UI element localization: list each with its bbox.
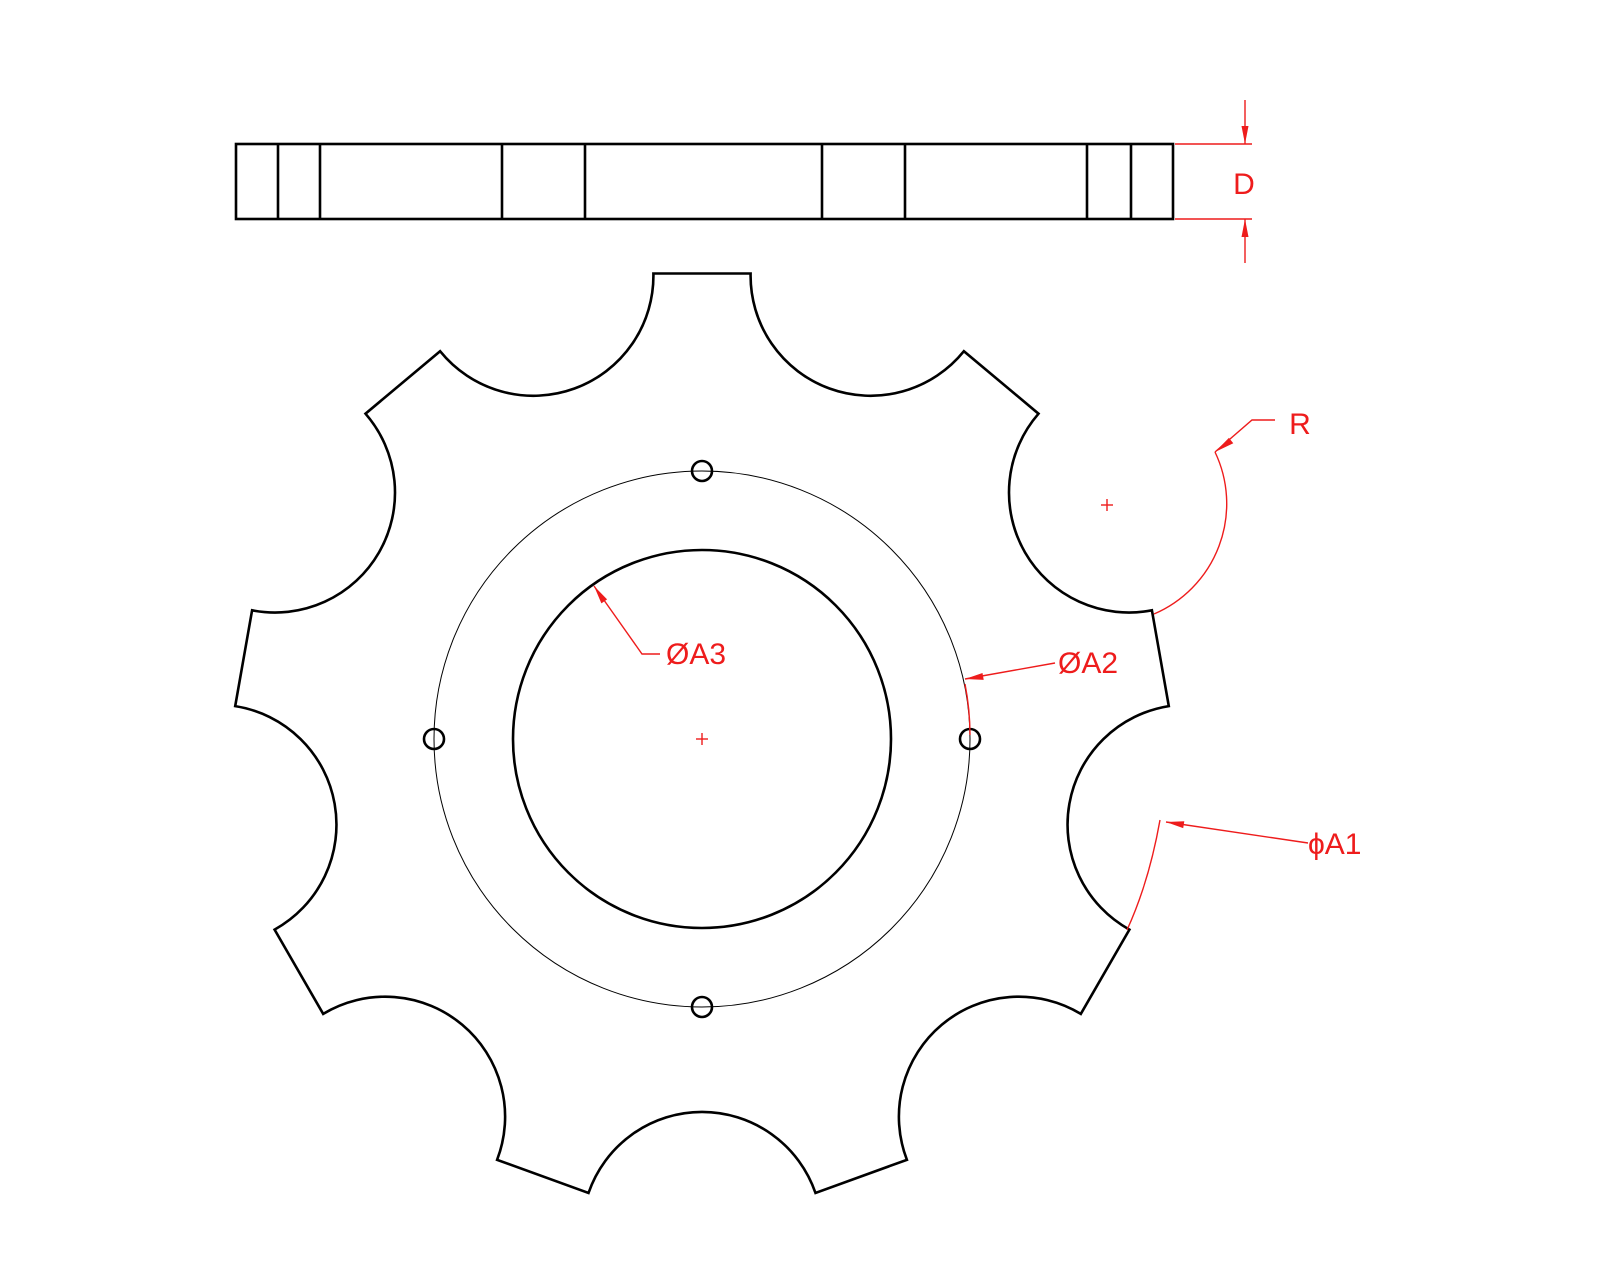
notch-center-mark — [1101, 499, 1113, 511]
bore-label: ØA3 — [666, 638, 726, 671]
arrowhead — [1166, 821, 1185, 829]
bolt-hole — [422, 727, 446, 751]
bore-dimension: ØA3 — [593, 585, 726, 671]
outer-arc-highlight — [1126, 819, 1161, 931]
front-view — [233, 272, 1171, 1195]
bolt-circle-dimension: ØA2 — [964, 647, 1118, 736]
bolt-circle-label: ØA2 — [1058, 647, 1118, 680]
arrowhead — [965, 673, 984, 680]
center-bore — [511, 548, 893, 930]
side-view — [234, 142, 1175, 221]
sprocket-outline — [233, 272, 1171, 1195]
arrowhead — [1215, 437, 1234, 452]
arrowhead — [594, 586, 608, 604]
bolt-circle-highlight — [964, 683, 971, 736]
bore-leader — [593, 585, 660, 655]
outer-leader — [1165, 821, 1309, 844]
radius-dimension: R — [1101, 408, 1311, 615]
bolt-circle — [433, 470, 971, 1008]
center-mark — [696, 733, 708, 745]
side-view-outline — [234, 142, 1175, 221]
outer-label: ϕA1 — [1308, 828, 1362, 861]
bolt-hole — [690, 995, 714, 1019]
arrowhead — [1241, 219, 1249, 237]
thickness-dimension: D — [1175, 100, 1255, 263]
radius-label: R — [1289, 408, 1311, 441]
arrowhead — [1241, 126, 1249, 144]
radius-arc-highlight — [1153, 451, 1228, 615]
outer-dimension: ϕA1 — [1126, 819, 1362, 931]
bolt-hole — [690, 459, 714, 483]
thickness-label: D — [1233, 168, 1255, 201]
